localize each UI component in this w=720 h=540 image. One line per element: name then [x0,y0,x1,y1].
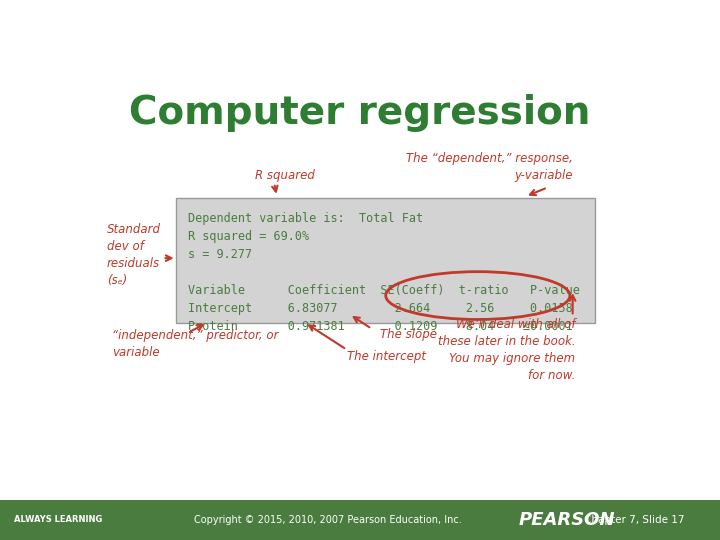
Text: Computer regression: Computer regression [129,94,590,132]
Text: The “dependent,” response,
y-variable: The “dependent,” response, y-variable [406,152,572,183]
Text: “independent,” predictor, or
variable: “independent,” predictor, or variable [112,329,279,359]
Text: Intercept     6.83077        2.664     2.56     0.0158: Intercept 6.83077 2.664 2.56 0.0158 [188,302,572,315]
Text: The intercept: The intercept [347,349,426,363]
Text: R squared = 69.0%: R squared = 69.0% [188,230,309,244]
Text: R squared: R squared [255,170,315,183]
Text: Dependent variable is:  Total Fat: Dependent variable is: Total Fat [188,212,423,225]
Text: Copyright © 2015, 2010, 2007 Pearson Education, Inc.: Copyright © 2015, 2010, 2007 Pearson Edu… [194,515,462,525]
Text: Variable      Coefficient  SE(Coeff)  t-ratio   P-value: Variable Coefficient SE(Coeff) t-ratio P… [188,284,580,297]
Text: The slope: The slope [380,328,437,341]
Text: Chapter 7, Slide 17: Chapter 7, Slide 17 [583,515,684,525]
Text: Protein       0.971381       0.1209    8.04    ≤0.0001: Protein 0.971381 0.1209 8.04 ≤0.0001 [188,320,572,333]
Text: Standard
dev of
residuals
(sₑ): Standard dev of residuals (sₑ) [107,223,161,287]
Text: s = 9.277: s = 9.277 [188,248,252,261]
Text: ALWAYS LEARNING: ALWAYS LEARNING [14,515,103,524]
FancyBboxPatch shape [176,198,595,322]
Text: We’ll deal with all of
these later in the book.
You may ignore them
for now.: We’ll deal with all of these later in th… [438,319,575,382]
Text: PEARSON: PEARSON [518,511,615,529]
